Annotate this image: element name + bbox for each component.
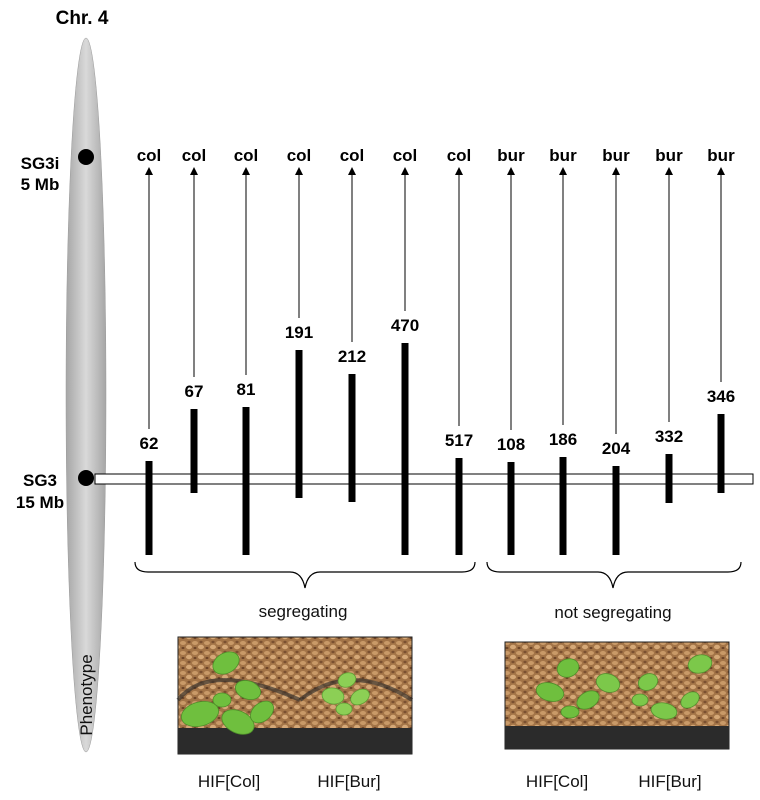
line-id-186: 186 [549,430,577,449]
line-332: bur 332 [655,146,683,503]
caption-seg-bur: HIF[Bur] [317,772,380,791]
marker-sg3-position: 15 Mb [16,493,64,512]
line-517: col 517 [445,146,473,555]
chromosome: Chr. 4 SG3i 5 Mb SG3 15 Mb [16,8,109,753]
plant-bur-segregating [321,672,370,716]
caption-nonseg-col: HIF[Col] [526,772,588,791]
arrow-head-108 [507,167,515,175]
line-346: bur 346 [707,146,735,493]
introgression-bar-470 [401,343,409,555]
not-segregating-label: not segregating [554,603,671,622]
allele-label-67: col [182,146,207,165]
line-id-212: 212 [338,347,366,366]
caption-nonseg-bur: HIF[Bur] [638,772,701,791]
marker-sg3i-position: 5 Mb [21,175,60,194]
introgression-bar-332 [665,454,673,503]
arrow-head-212 [348,167,356,175]
plant-col-not-segregating [535,658,600,719]
line-62: col 62 [137,146,162,555]
line-186: bur 186 [549,146,577,555]
phenotype-photo-not-segregating [504,641,730,750]
line-id-346: 346 [707,387,735,406]
segregating-label: segregating [259,602,348,621]
line-id-332: 332 [655,427,683,446]
chromosome-body [65,37,107,753]
introgression-bar-517 [455,458,463,555]
allele-label-108: bur [497,146,525,165]
line-204: bur 204 [602,146,631,555]
arrow-head-81 [242,167,250,175]
allele-label-191: col [287,146,312,165]
line-108: bur 108 [497,146,525,555]
introgression-bar-108 [507,462,515,555]
introgression-bar-191 [295,350,303,498]
phenotype-label: Phenotype [77,654,96,735]
marker-sg3i-name: SG3i [21,154,60,173]
marker-sg3-name: SG3 [23,471,57,490]
arrow-head-204 [612,167,620,175]
not-segregating-brace [486,561,742,589]
line-id-204: 204 [602,439,631,458]
allele-label-332: bur [655,146,683,165]
line-id-470: 470 [391,316,419,335]
allele-label-346: bur [707,146,735,165]
allele-label-204: bur [602,146,630,165]
line-470: col 470 [391,146,419,555]
plant-bur-not-segregating [595,654,713,720]
arrow-head-186 [559,167,567,175]
allele-label-470: col [393,146,418,165]
line-81: col 81 [234,146,259,555]
arrow-head-470 [401,167,409,175]
introgression-bar-212 [348,374,356,502]
allele-label-81: col [234,146,259,165]
allele-label-517: col [447,146,472,165]
line-id-81: 81 [237,380,256,399]
sg3-region-bar [94,473,754,485]
line-id-517: 517 [445,431,473,450]
marker-sg3i-dot [78,149,94,165]
allele-label-186: bur [549,146,577,165]
introgression-bar-62 [145,461,153,555]
line-67: col 67 [182,146,207,493]
plant-col-segregating [180,651,274,735]
line-212: col 212 [338,146,366,502]
arrow-head-67 [190,167,198,175]
line-id-191: 191 [285,323,313,342]
introgression-bar-67 [190,409,198,493]
allele-label-62: col [137,146,162,165]
introgression-bar-186 [559,457,567,555]
line-id-67: 67 [185,382,204,401]
line-id-62: 62 [140,434,159,453]
introgression-bar-204 [612,466,620,555]
group-braces [134,561,742,589]
arrow-head-62 [145,167,153,175]
arrow-head-191 [295,167,303,175]
caption-seg-col: HIF[Col] [198,772,260,791]
arrow-head-332 [665,167,673,175]
segregating-brace [134,561,476,589]
marker-sg3-dot [78,470,94,486]
chromosome-title: Chr. 4 [56,8,109,29]
introgression-bar-346 [717,414,725,493]
introgression-bar-81 [242,407,250,555]
arrow-head-346 [717,167,725,175]
arrow-head-517 [455,167,463,175]
line-columns: col 62 col 67 col 81 col 191 col 212 col 470 col 517 b… [137,146,735,555]
phenotype-photo-segregating [176,636,414,755]
allele-label-212: col [340,146,365,165]
line-id-108: 108 [497,435,525,454]
line-191: col 191 [285,146,313,498]
